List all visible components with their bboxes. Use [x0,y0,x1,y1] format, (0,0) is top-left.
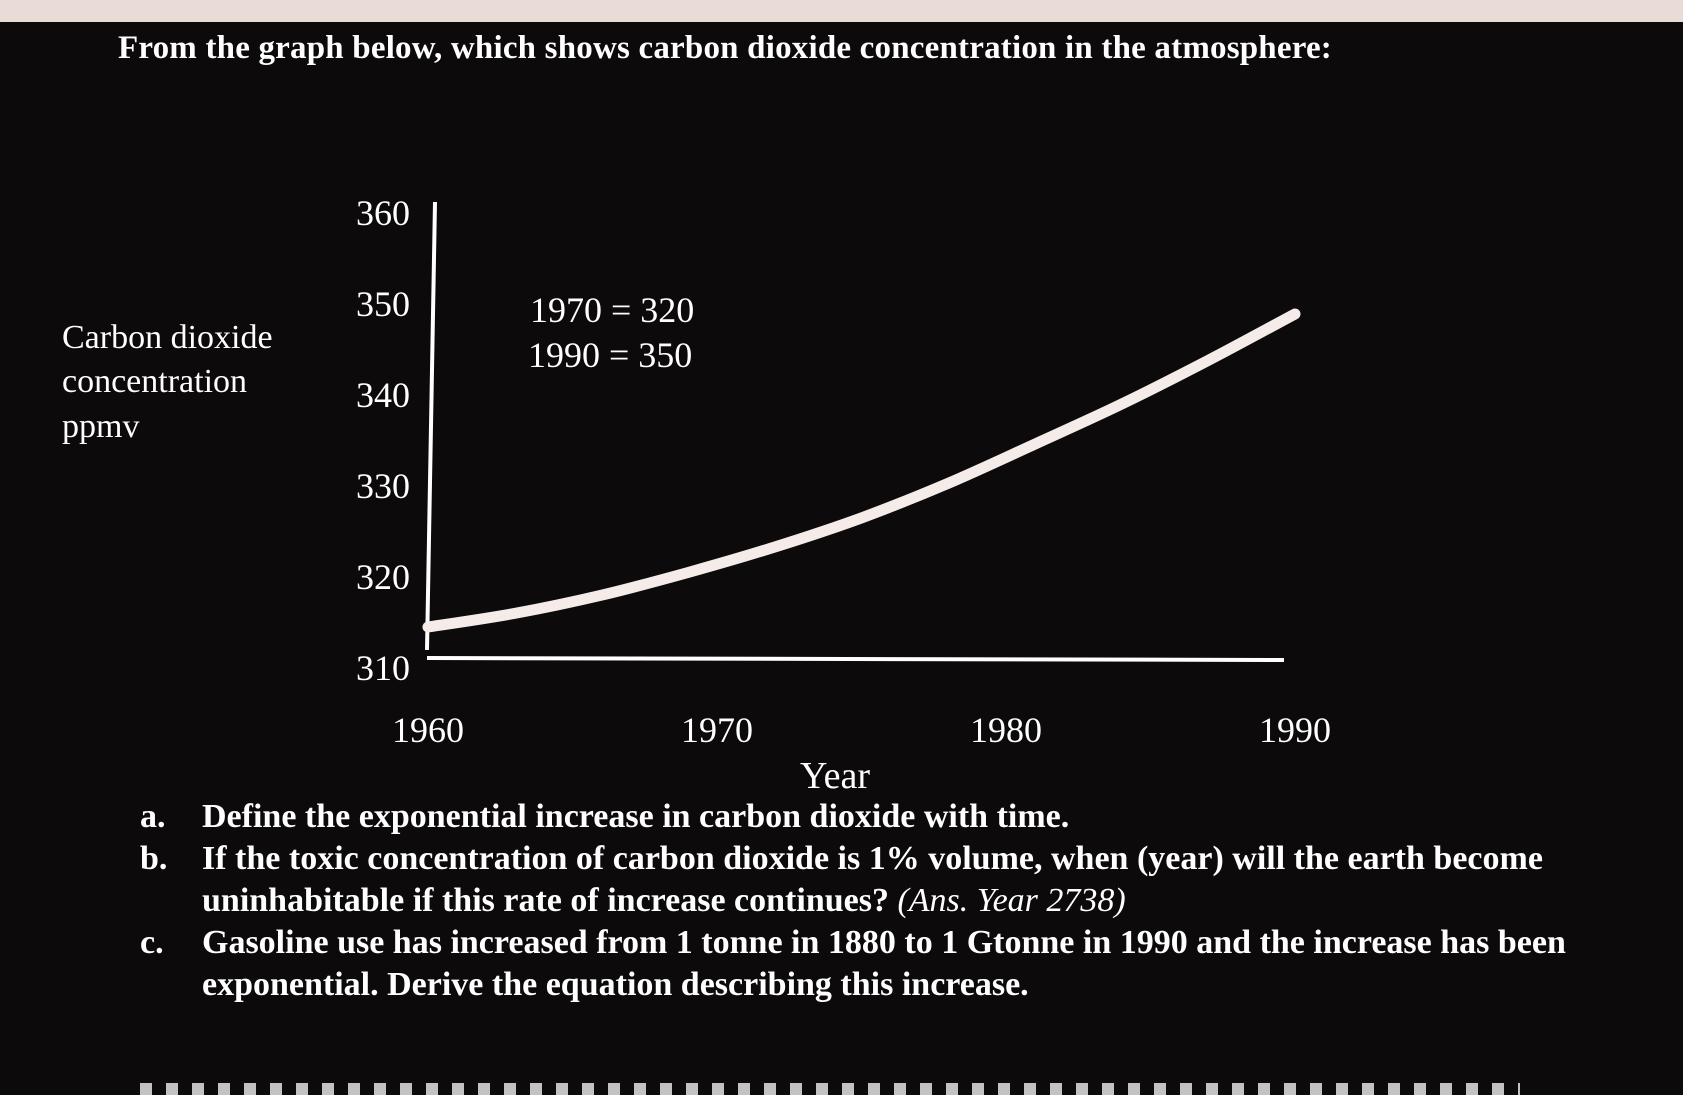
y-axis-line [425,201,437,651]
task-letter: b. [140,840,168,877]
task-c: c. Gasoline use has increased from 1 ton… [140,922,1640,1006]
task-letter: a. [140,798,166,835]
top-strip [0,0,1683,22]
task-a: a. Define the exponential increase in ca… [140,796,1640,838]
cut-off-text-line [140,1083,1540,1095]
x-axis-label: Year [800,755,870,790]
task-answer: (Ans. Year 2738) [897,882,1126,919]
y-tick-label: 340 [356,375,410,415]
task-list: a. Define the exponential increase in ca… [140,796,1640,1006]
y-tick-label: 330 [356,466,410,506]
task-letter: c. [140,924,164,961]
task-text-wrap: If the toxic concentration of carbon dio… [202,838,1640,922]
y-tick-label: 350 [356,284,410,324]
chart-annotations: 1970 = 320 1990 = 350 [528,290,694,375]
task-text: If the toxic concentration of carbon dio… [202,840,1543,919]
y-axis-label-line: Carbon dioxide [62,319,273,356]
co2-series-line [422,308,1301,633]
question-text: From the graph below, which shows carbon… [118,30,1332,66]
annotation-1990: 1990 = 350 [528,335,692,375]
x-tick-label: 1960 [392,710,464,750]
x-tick-labels: 1960 1970 1980 1990 [392,710,1331,750]
annotation-1970: 1970 = 320 [530,290,694,330]
y-tick-label: 320 [356,557,410,597]
task-text: Gasoline use has increased from 1 tonne … [202,924,1566,1003]
co2-chart: Carbon dioxide concentration ppmv 310 320… [62,193,1331,790]
x-tick-label: 1970 [681,710,753,750]
y-axis-label-line: ppmv [62,408,139,445]
y-tick-labels: 310 320 330 340 350 360 [356,193,410,688]
y-axis-label: Carbon dioxide concentration ppmv [62,319,273,445]
x-tick-label: 1980 [970,710,1042,750]
x-axis-line [426,656,1285,662]
task-text: Define the exponential increase in carbo… [202,798,1070,835]
y-tick-label: 310 [356,648,410,688]
y-tick-label: 360 [356,193,410,233]
x-tick-label: 1990 [1259,710,1331,750]
task-b: b. If the toxic concentration of carbon … [140,838,1640,922]
y-axis-label-line: concentration [62,363,247,400]
